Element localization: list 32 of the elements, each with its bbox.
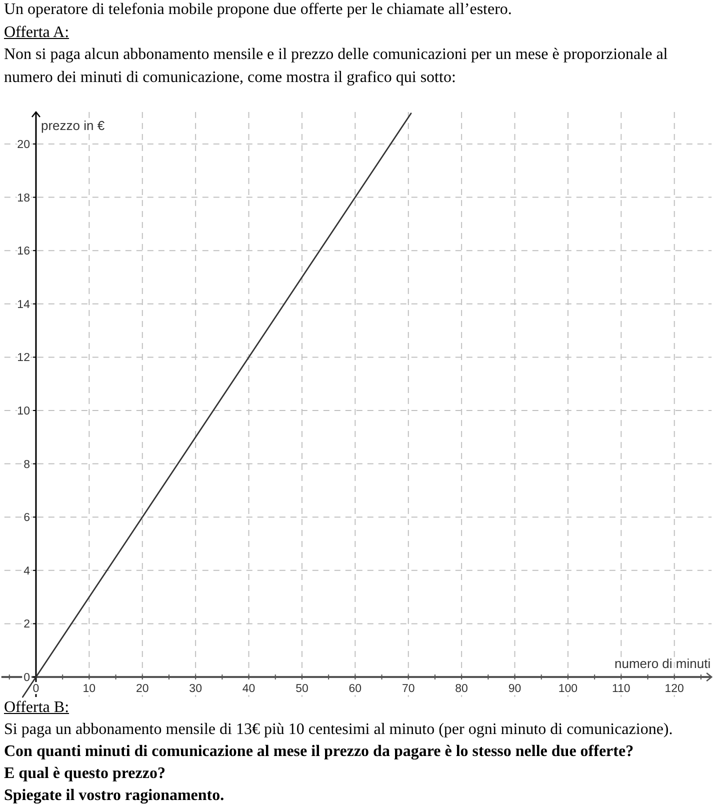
y-tick-label: 14: [17, 298, 31, 311]
y-tick-label: 10: [17, 405, 30, 418]
x-tick-label: 120: [664, 683, 684, 696]
text: Si paga un abbonamento mensile di 13€ più 10 centesimi al minuto (per ogni minuto di comunicazione).: [4, 721, 673, 738]
text: Spiegate il vostro ragionamento.: [4, 787, 224, 804]
text: Offerta B:: [4, 699, 70, 716]
text: Non si paga alcun abbonamento mensile e il prezzo delle comunicazioni per un mese è proporzionale al numero dei minuti di comunicazione, come mostra il grafico qui sotto:: [4, 46, 668, 86]
y-tick-label: 20: [17, 138, 30, 151]
y-tick-label: 2: [24, 618, 30, 631]
x-tick-label: 80: [455, 683, 468, 696]
x-tick-label: 90: [508, 683, 522, 696]
x-tick-label: 10: [82, 683, 96, 696]
text: E qual è questo prezzo?: [4, 765, 166, 782]
x-tick-label: 60: [348, 683, 362, 696]
y-tick-label: 8: [24, 458, 30, 471]
x-tick-label: 30: [189, 683, 202, 696]
x-axis-title: numero di minuti: [614, 656, 711, 672]
y-tick-label: 18: [17, 192, 30, 204]
x-tick-label: 40: [242, 683, 256, 696]
y-tick-label: 16: [17, 246, 30, 258]
x-tick-label: 50: [296, 683, 308, 696]
x-tick-label: 100: [558, 683, 578, 696]
y-tick-label: 6: [24, 512, 30, 524]
x-tick-label: 20: [136, 683, 149, 696]
chart-title: Un operatore di telefonia mobile propone due offerte per le chiamate all’estero.: [4, 1, 512, 18]
y-tick-label: 4: [24, 565, 31, 578]
y-axis-title: prezzo in €: [40, 118, 106, 133]
x-tick-label: 110: [612, 683, 630, 696]
text: Offerta A:: [4, 24, 70, 41]
y-tick-label: 12: [17, 352, 30, 364]
text: Con quanti minuti di comunicazione al mese il prezzo da pagare è lo stesso nelle due offerte?: [4, 743, 634, 760]
x-tick-label: 70: [402, 683, 415, 696]
